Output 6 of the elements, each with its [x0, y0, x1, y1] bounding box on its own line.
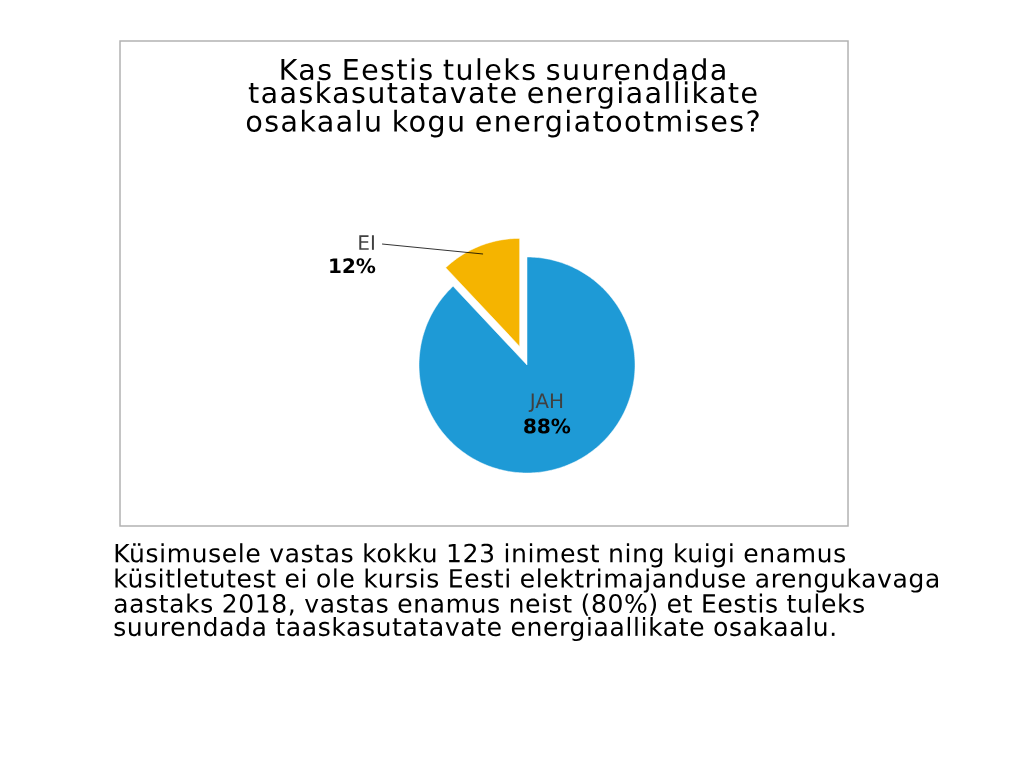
slice-label: EI: [359, 235, 374, 250]
chart-title: Kas Eestis tuleks suurendada taaskasutatavate energiaallikate osakaalu kogu energiatootmises?: [246, 58, 759, 138]
data-label: 12%: [330, 258, 376, 274]
data-label: 88%: [524, 418, 571, 434]
text: Küsimusele vastas kokku 123 inimest ning kuigi enamus küsitletutest ei ole kursis Eesti elektrimajanduse arengukavaga aastaks 2018, vastas enamus neist (80%) et Eestis tuleks suurendada taaskasutatavate energiaallikate osakaalu.: [114, 543, 939, 642]
slice-label: JAH: [528, 393, 563, 412]
